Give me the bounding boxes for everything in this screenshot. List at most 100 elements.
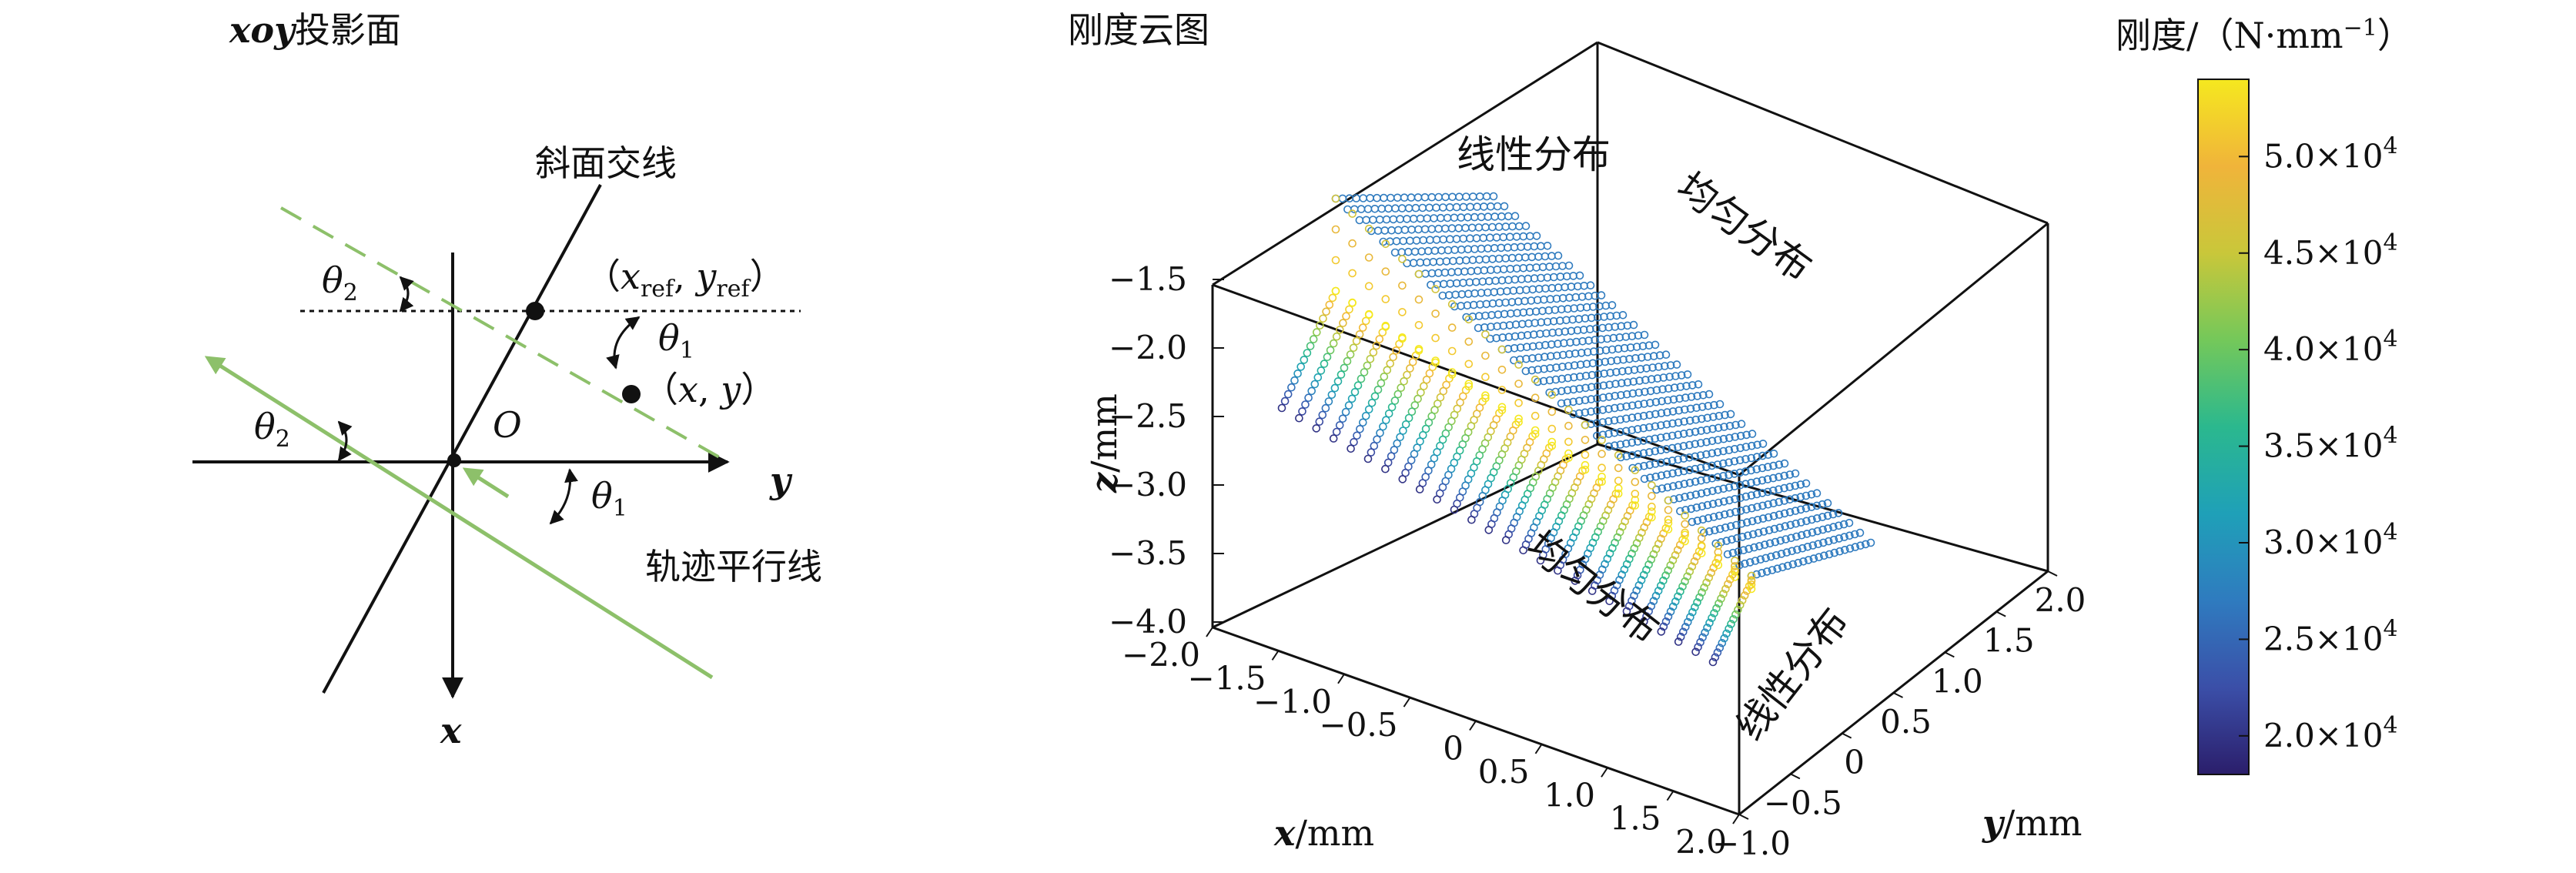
surface-point [1715, 511, 1724, 520]
surface-point [1731, 507, 1740, 517]
surface-point [1747, 580, 1756, 589]
surface-point [1693, 392, 1701, 400]
surface-point [1770, 524, 1779, 534]
surface-point [1780, 497, 1788, 505]
surface-point [1745, 544, 1753, 554]
surface-point [1705, 390, 1714, 399]
x-tick-label: 1.0 [1544, 776, 1595, 814]
surface-point [1393, 226, 1403, 235]
surface-point [1727, 620, 1735, 628]
surface-point [1708, 657, 1718, 667]
surface-point [1674, 592, 1682, 601]
surface-point [1467, 223, 1477, 232]
surface-point [1497, 365, 1507, 374]
surface-point [1708, 461, 1716, 470]
surface-point [1641, 376, 1650, 384]
surface-point [1613, 356, 1621, 365]
y-tick-label: 0.5 [1880, 703, 1932, 741]
surface-point [1741, 455, 1750, 463]
surface-point [1293, 369, 1302, 378]
surface-point [1581, 465, 1590, 474]
surface-point [1616, 453, 1625, 462]
surface-point [1497, 212, 1506, 221]
surface-point [1688, 607, 1697, 617]
surface-point [1633, 437, 1642, 446]
surface-point [1658, 484, 1667, 493]
surface-point [1721, 410, 1729, 420]
surface-point [1651, 410, 1660, 419]
surface-point [1648, 491, 1656, 500]
surface-point [1731, 420, 1740, 430]
surface-point [1581, 408, 1590, 417]
surface-point [1593, 431, 1601, 440]
sample-point [622, 385, 641, 403]
y-tick-label: 1.0 [1932, 662, 1983, 700]
surface-point [1447, 323, 1457, 332]
x-tick-mark [1337, 674, 1345, 684]
track-line-label: 轨迹平行线 [645, 546, 822, 587]
surface-point [1337, 370, 1346, 379]
surface-point [1825, 550, 1834, 559]
surface-point [1407, 456, 1416, 465]
surface-point [1335, 326, 1344, 334]
surface-point [1605, 380, 1614, 390]
surface-point [1370, 441, 1379, 450]
surface-point [1685, 466, 1694, 474]
surface-point [1739, 546, 1748, 555]
surface-point [1662, 445, 1671, 453]
surface-point [1575, 384, 1584, 393]
surface-point [1769, 473, 1778, 483]
surface-point [1407, 407, 1417, 416]
colorbar-tick-label: 2.0×104 [2263, 712, 2398, 754]
surface-point [1605, 597, 1614, 606]
surface-point [1681, 577, 1689, 586]
surface-point [1558, 363, 1567, 371]
surface-point [1333, 377, 1343, 386]
surface-point [1393, 390, 1403, 399]
surface-point [1486, 334, 1494, 343]
surface-point [1589, 347, 1598, 356]
surface-point [1481, 255, 1490, 264]
surface-point [1791, 469, 1800, 478]
surface-point [1420, 192, 1430, 202]
surface-point [1654, 363, 1663, 371]
surface-point [1709, 413, 1718, 421]
surface-point [1725, 624, 1733, 634]
y-tick-mark [1996, 610, 2006, 617]
surface-point [1481, 373, 1490, 382]
surface-point [1679, 454, 1688, 463]
surface-point [1737, 507, 1745, 515]
surface-point [1434, 192, 1444, 202]
surface-point [1645, 410, 1654, 420]
surface-point [1598, 430, 1607, 440]
surface-point [1652, 485, 1661, 494]
surface-point [1674, 637, 1683, 646]
surface-point [1690, 557, 1699, 566]
surface-point [1656, 433, 1665, 442]
surface-point [1423, 214, 1432, 223]
surface-point [1407, 225, 1416, 234]
surface-point [1828, 510, 1838, 519]
surface-point [1566, 338, 1574, 347]
surface-point [1692, 503, 1701, 512]
surface-point [1648, 513, 1656, 522]
surface-point [1625, 354, 1634, 363]
x-tick-mark [1206, 627, 1213, 637]
surface-point [1587, 383, 1596, 392]
surface-point [1406, 364, 1414, 373]
surface-point [1674, 430, 1683, 440]
surface-point [1393, 193, 1402, 202]
surface-point [1454, 224, 1464, 232]
surface-point [1414, 225, 1423, 234]
surface-point [1785, 483, 1794, 491]
surface-point [1631, 477, 1640, 487]
surface-point [1731, 557, 1739, 565]
surface-point [1666, 561, 1675, 570]
surface-point [1692, 403, 1701, 413]
surface-point [1720, 423, 1728, 431]
surface-point [1534, 365, 1543, 374]
surface-point [1373, 435, 1381, 444]
surface-point [1688, 517, 1697, 527]
surface-point [1802, 530, 1812, 538]
surface-point [1504, 212, 1513, 221]
